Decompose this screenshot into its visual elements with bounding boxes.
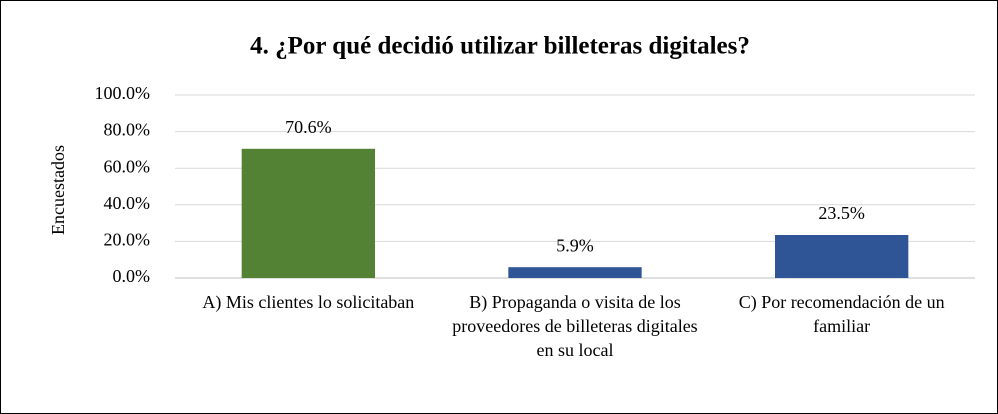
y-axis-label: Encuestados [48, 145, 68, 235]
y-tick-label: 80.0% [104, 120, 151, 140]
data-label: 70.6% [285, 117, 332, 137]
bar [241, 148, 375, 278]
data-label: 5.9% [556, 235, 594, 255]
y-tick-label: 60.0% [104, 156, 151, 176]
x-tick-label: C) Por recomendación de un familiar [738, 292, 945, 336]
bar [775, 234, 909, 278]
y-tick-label: 0.0% [113, 266, 151, 286]
x-tick-label: B) Propaganda o visita de los proveedore… [452, 292, 698, 360]
bar [508, 267, 642, 278]
data-label: 23.5% [818, 203, 865, 223]
y-tick-label: 20.0% [104, 230, 151, 250]
y-tick-label: 40.0% [104, 193, 151, 213]
chart-title: 4. ¿Por qué decidió utilizar billeteras … [250, 33, 750, 60]
x-tick-label: A) Mis clientes lo solicitaban [202, 292, 415, 312]
y-tick-label: 100.0% [95, 83, 151, 103]
